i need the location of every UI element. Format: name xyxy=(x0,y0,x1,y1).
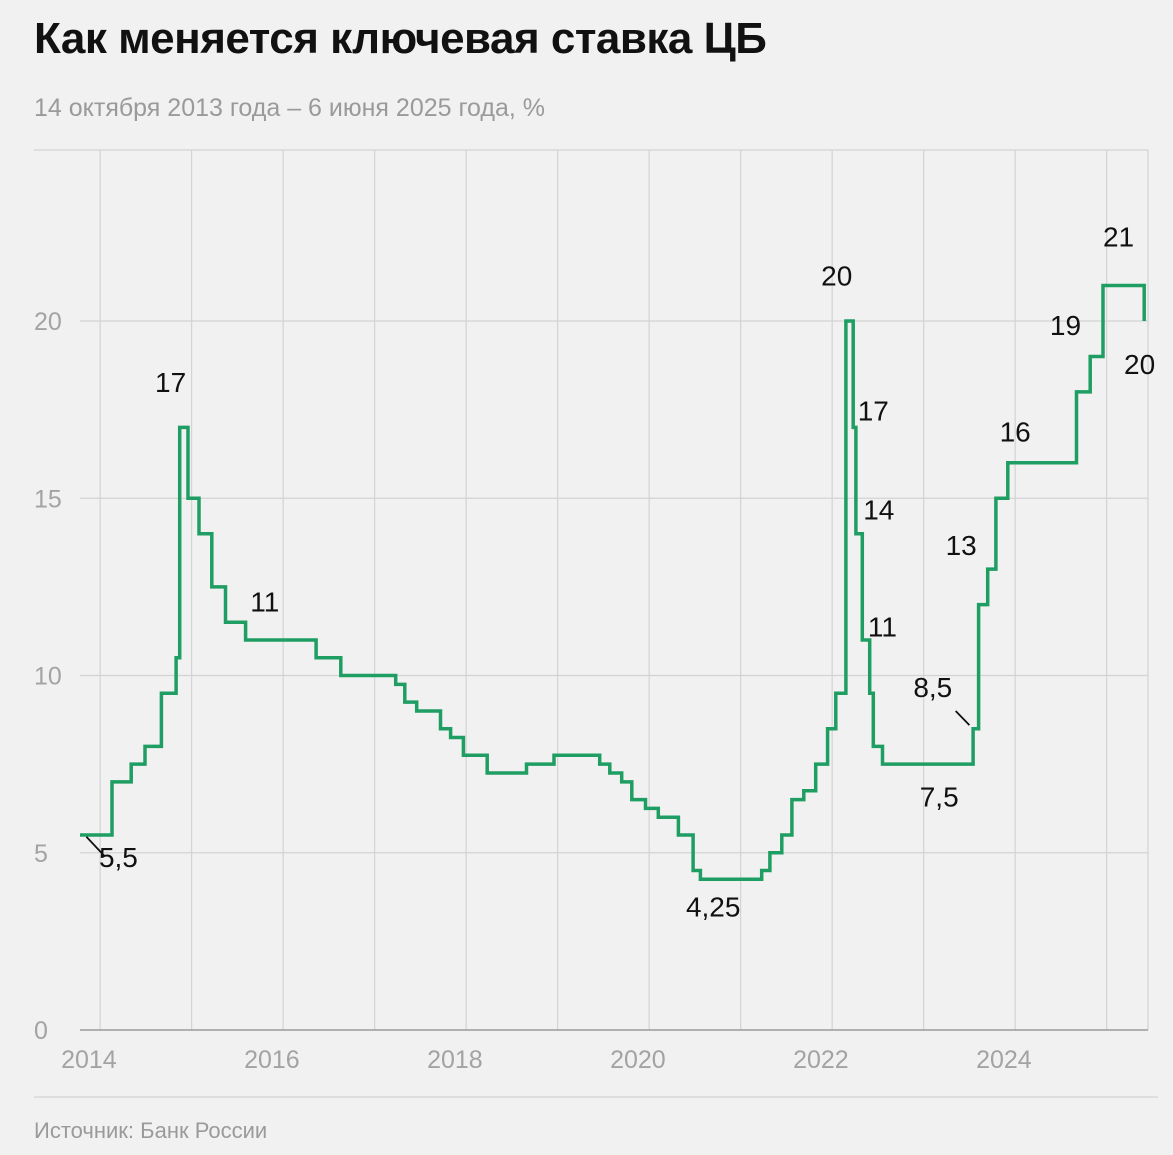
data-label: 20 xyxy=(1124,349,1155,380)
data-label: 4,25 xyxy=(686,892,741,923)
annotations: 5,5 17 11 4,25 20 17 14 11 8,5 7,5 13 16 19 21 20 xyxy=(85,222,1155,923)
y-tick-label: 0 xyxy=(34,1017,48,1045)
y-tick-label: 15 xyxy=(34,485,62,513)
y-tick-label: 10 xyxy=(34,663,62,691)
data-label: 7,5 xyxy=(920,782,959,813)
x-tick-label: 2024 xyxy=(976,1046,1032,1074)
data-label: 14 xyxy=(863,495,894,526)
gridlines xyxy=(34,149,1158,1098)
data-label: 13 xyxy=(946,530,977,561)
chart-title: Как меняется ключевая ставка ЦБ xyxy=(34,14,767,63)
data-label: 17 xyxy=(155,367,186,398)
x-tick-label: 2016 xyxy=(244,1046,300,1074)
axes: 0 5 10 15 20 2014 2016 2018 2020 2022 2024 xyxy=(34,308,1148,1074)
key-rate-line xyxy=(80,283,1146,882)
annotation-leader-line xyxy=(85,836,106,857)
x-tick-label: 2022 xyxy=(793,1046,849,1074)
source-note: Источник: Банк России xyxy=(34,1118,268,1143)
data-label: 21 xyxy=(1103,222,1134,253)
data-label: 11 xyxy=(250,587,279,618)
data-label: 20 xyxy=(821,261,852,292)
x-tick-label: 2014 xyxy=(61,1046,117,1074)
series-layer xyxy=(80,283,1146,882)
x-tick-label: 2018 xyxy=(427,1046,483,1074)
y-tick-label: 20 xyxy=(34,308,62,336)
data-label: 16 xyxy=(1000,417,1031,448)
chart-subtitle: 14 октября 2013 года – 6 июня 2025 года,… xyxy=(34,94,546,122)
annotation-leader-line xyxy=(955,710,971,726)
data-label: 8,5 xyxy=(913,672,952,703)
data-label: 5,5 xyxy=(99,842,138,873)
data-label: 17 xyxy=(858,395,889,426)
y-tick-label: 5 xyxy=(34,840,48,868)
data-label: 11 xyxy=(868,612,897,643)
data-label: 19 xyxy=(1050,310,1081,341)
x-tick-label: 2020 xyxy=(610,1046,666,1074)
